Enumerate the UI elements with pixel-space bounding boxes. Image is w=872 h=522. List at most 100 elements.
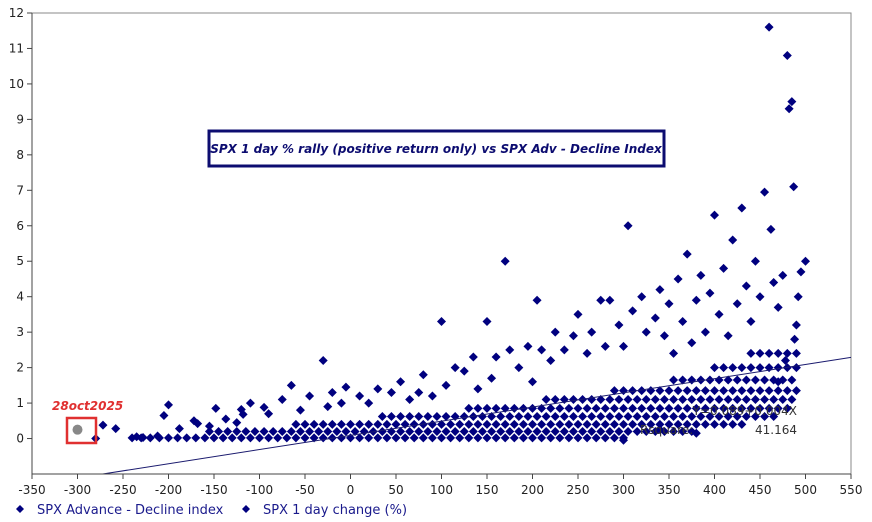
data-point	[673, 419, 683, 429]
data-point	[286, 380, 296, 390]
data-point	[750, 375, 760, 385]
data-point	[780, 356, 790, 366]
data-point	[619, 419, 628, 429]
data-point	[259, 426, 269, 436]
data-point	[473, 384, 483, 394]
data-point	[364, 419, 374, 429]
data-point	[323, 402, 333, 412]
data-point	[528, 419, 537, 429]
data-point	[587, 327, 597, 337]
data-point	[682, 249, 692, 259]
legend-marker-diamond-icon	[16, 505, 24, 513]
data-point	[664, 403, 674, 413]
data-point	[669, 426, 679, 436]
data-point	[746, 403, 756, 413]
data-point	[687, 412, 697, 422]
data-point	[346, 419, 355, 429]
data-point	[482, 317, 492, 327]
data-point	[332, 426, 342, 436]
data-point	[405, 426, 415, 436]
data-point	[232, 418, 242, 428]
x-tick-label: 450	[749, 483, 772, 497]
data-point	[573, 309, 583, 319]
data-point	[732, 375, 742, 385]
data-point	[541, 412, 551, 422]
data-point	[364, 433, 374, 443]
data-point	[782, 348, 792, 358]
y-tick-label: 11	[9, 41, 24, 55]
data-point	[514, 426, 524, 436]
data-point	[409, 433, 419, 443]
plot-frame	[31, 12, 852, 475]
data-point	[409, 419, 419, 429]
data-point	[578, 412, 588, 422]
data-point	[691, 386, 701, 396]
data-point	[487, 412, 497, 422]
data-point	[787, 395, 797, 405]
data-point	[782, 403, 792, 413]
data-point	[255, 433, 264, 443]
data-point	[496, 412, 506, 422]
data-point	[396, 377, 406, 387]
data-point	[728, 235, 738, 245]
data-point	[446, 433, 456, 443]
data-point	[773, 386, 783, 396]
data-point	[696, 375, 706, 385]
data-point	[605, 426, 615, 436]
data-point	[737, 203, 747, 213]
data-point	[523, 412, 533, 422]
data-point	[555, 433, 565, 443]
data-point	[245, 398, 255, 408]
data-point	[382, 419, 392, 429]
data-point	[418, 433, 428, 443]
data-point	[655, 285, 665, 295]
regression-stats: Y=0.089+0.004X Rsquare: 41.164	[640, 404, 797, 437]
data-point	[459, 366, 469, 376]
data-point	[523, 426, 533, 436]
y-tick-label: 5	[16, 254, 24, 268]
data-point	[714, 395, 724, 405]
data-point	[646, 403, 656, 413]
data-point	[760, 395, 770, 405]
data-point	[537, 345, 547, 355]
data-point	[619, 403, 628, 413]
data-point	[373, 433, 383, 443]
data-point	[596, 395, 606, 405]
data-point	[193, 419, 203, 429]
data-point	[790, 334, 800, 344]
data-point	[650, 395, 660, 405]
y-tick-label: 6	[16, 219, 24, 233]
chart-title-box: SPX 1 day % rally (positive return only)…	[207, 129, 666, 168]
data-point	[600, 419, 610, 429]
data-point	[491, 433, 501, 443]
data-point	[700, 419, 710, 429]
x-tick-label: -200	[155, 483, 182, 497]
data-point	[664, 299, 674, 309]
data-point	[459, 412, 469, 422]
data-point	[568, 426, 578, 436]
data-point	[282, 433, 292, 443]
data-point	[641, 412, 651, 422]
data-point	[532, 412, 542, 422]
data-point	[450, 363, 460, 373]
data-point	[377, 426, 387, 436]
data-point	[587, 426, 597, 436]
data-point	[719, 419, 729, 429]
data-point	[573, 403, 583, 413]
data-point	[669, 348, 679, 358]
data-point	[623, 412, 633, 422]
data-point	[491, 352, 501, 362]
data-point	[241, 426, 251, 436]
data-point	[505, 345, 515, 355]
data-point	[437, 317, 446, 327]
data-point	[355, 433, 365, 443]
data-point	[111, 424, 121, 434]
data-point	[418, 370, 428, 380]
data-point	[673, 274, 683, 284]
data-point	[546, 433, 556, 443]
data-point	[750, 256, 760, 266]
x-tick-label: 50	[388, 483, 403, 497]
data-point	[637, 403, 647, 413]
data-point	[273, 433, 283, 443]
data-point	[423, 412, 433, 422]
